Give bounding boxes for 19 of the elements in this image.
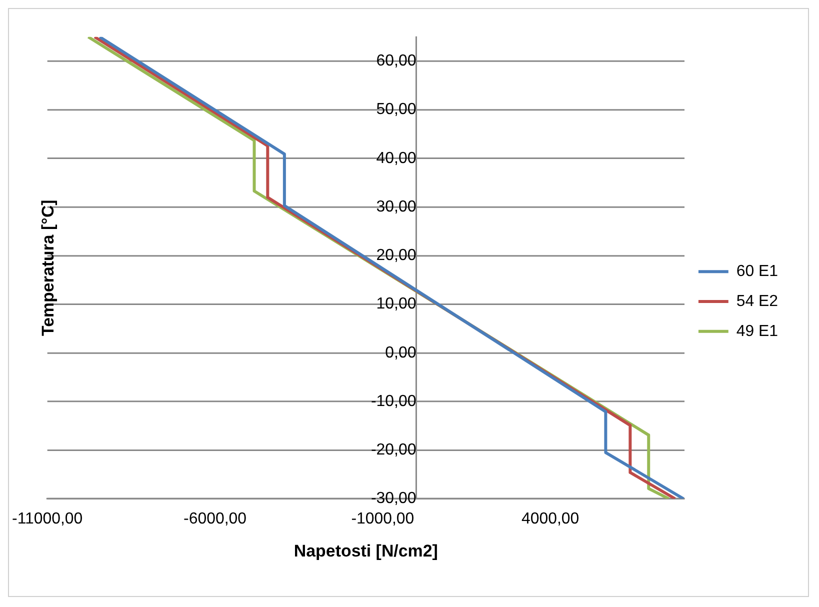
legend-label: 54 E2 [736, 292, 778, 310]
y-tick-label: -10,00 [370, 392, 416, 410]
y-tick-label: 50,00 [376, 101, 416, 118]
legend-label: 60 E1 [736, 263, 778, 280]
y-tick-label: 40,00 [376, 150, 416, 167]
y-tick-label: 30,00 [376, 198, 416, 216]
y-axis-title: Temperatura [°C] [38, 200, 58, 336]
x-tick-label: -11000,00 [12, 510, 83, 528]
legend-label: 49 E1 [736, 322, 778, 340]
x-tick-label: 4000,00 [522, 510, 580, 528]
x-tick-label: -6000,00 [184, 510, 247, 528]
x-axis-title: Napetosti [N/cm2] [294, 542, 438, 561]
y-tick-label: -30,00 [370, 490, 416, 508]
y-tick-label: 20,00 [376, 247, 416, 264]
y-tick-label: -20,00 [370, 442, 416, 459]
y-tick-label: 0,00 [385, 344, 416, 362]
x-tick-label: -1000,00 [351, 510, 414, 528]
y-tick-label: 10,00 [376, 296, 416, 313]
y-tick-label: 60,00 [376, 52, 416, 70]
